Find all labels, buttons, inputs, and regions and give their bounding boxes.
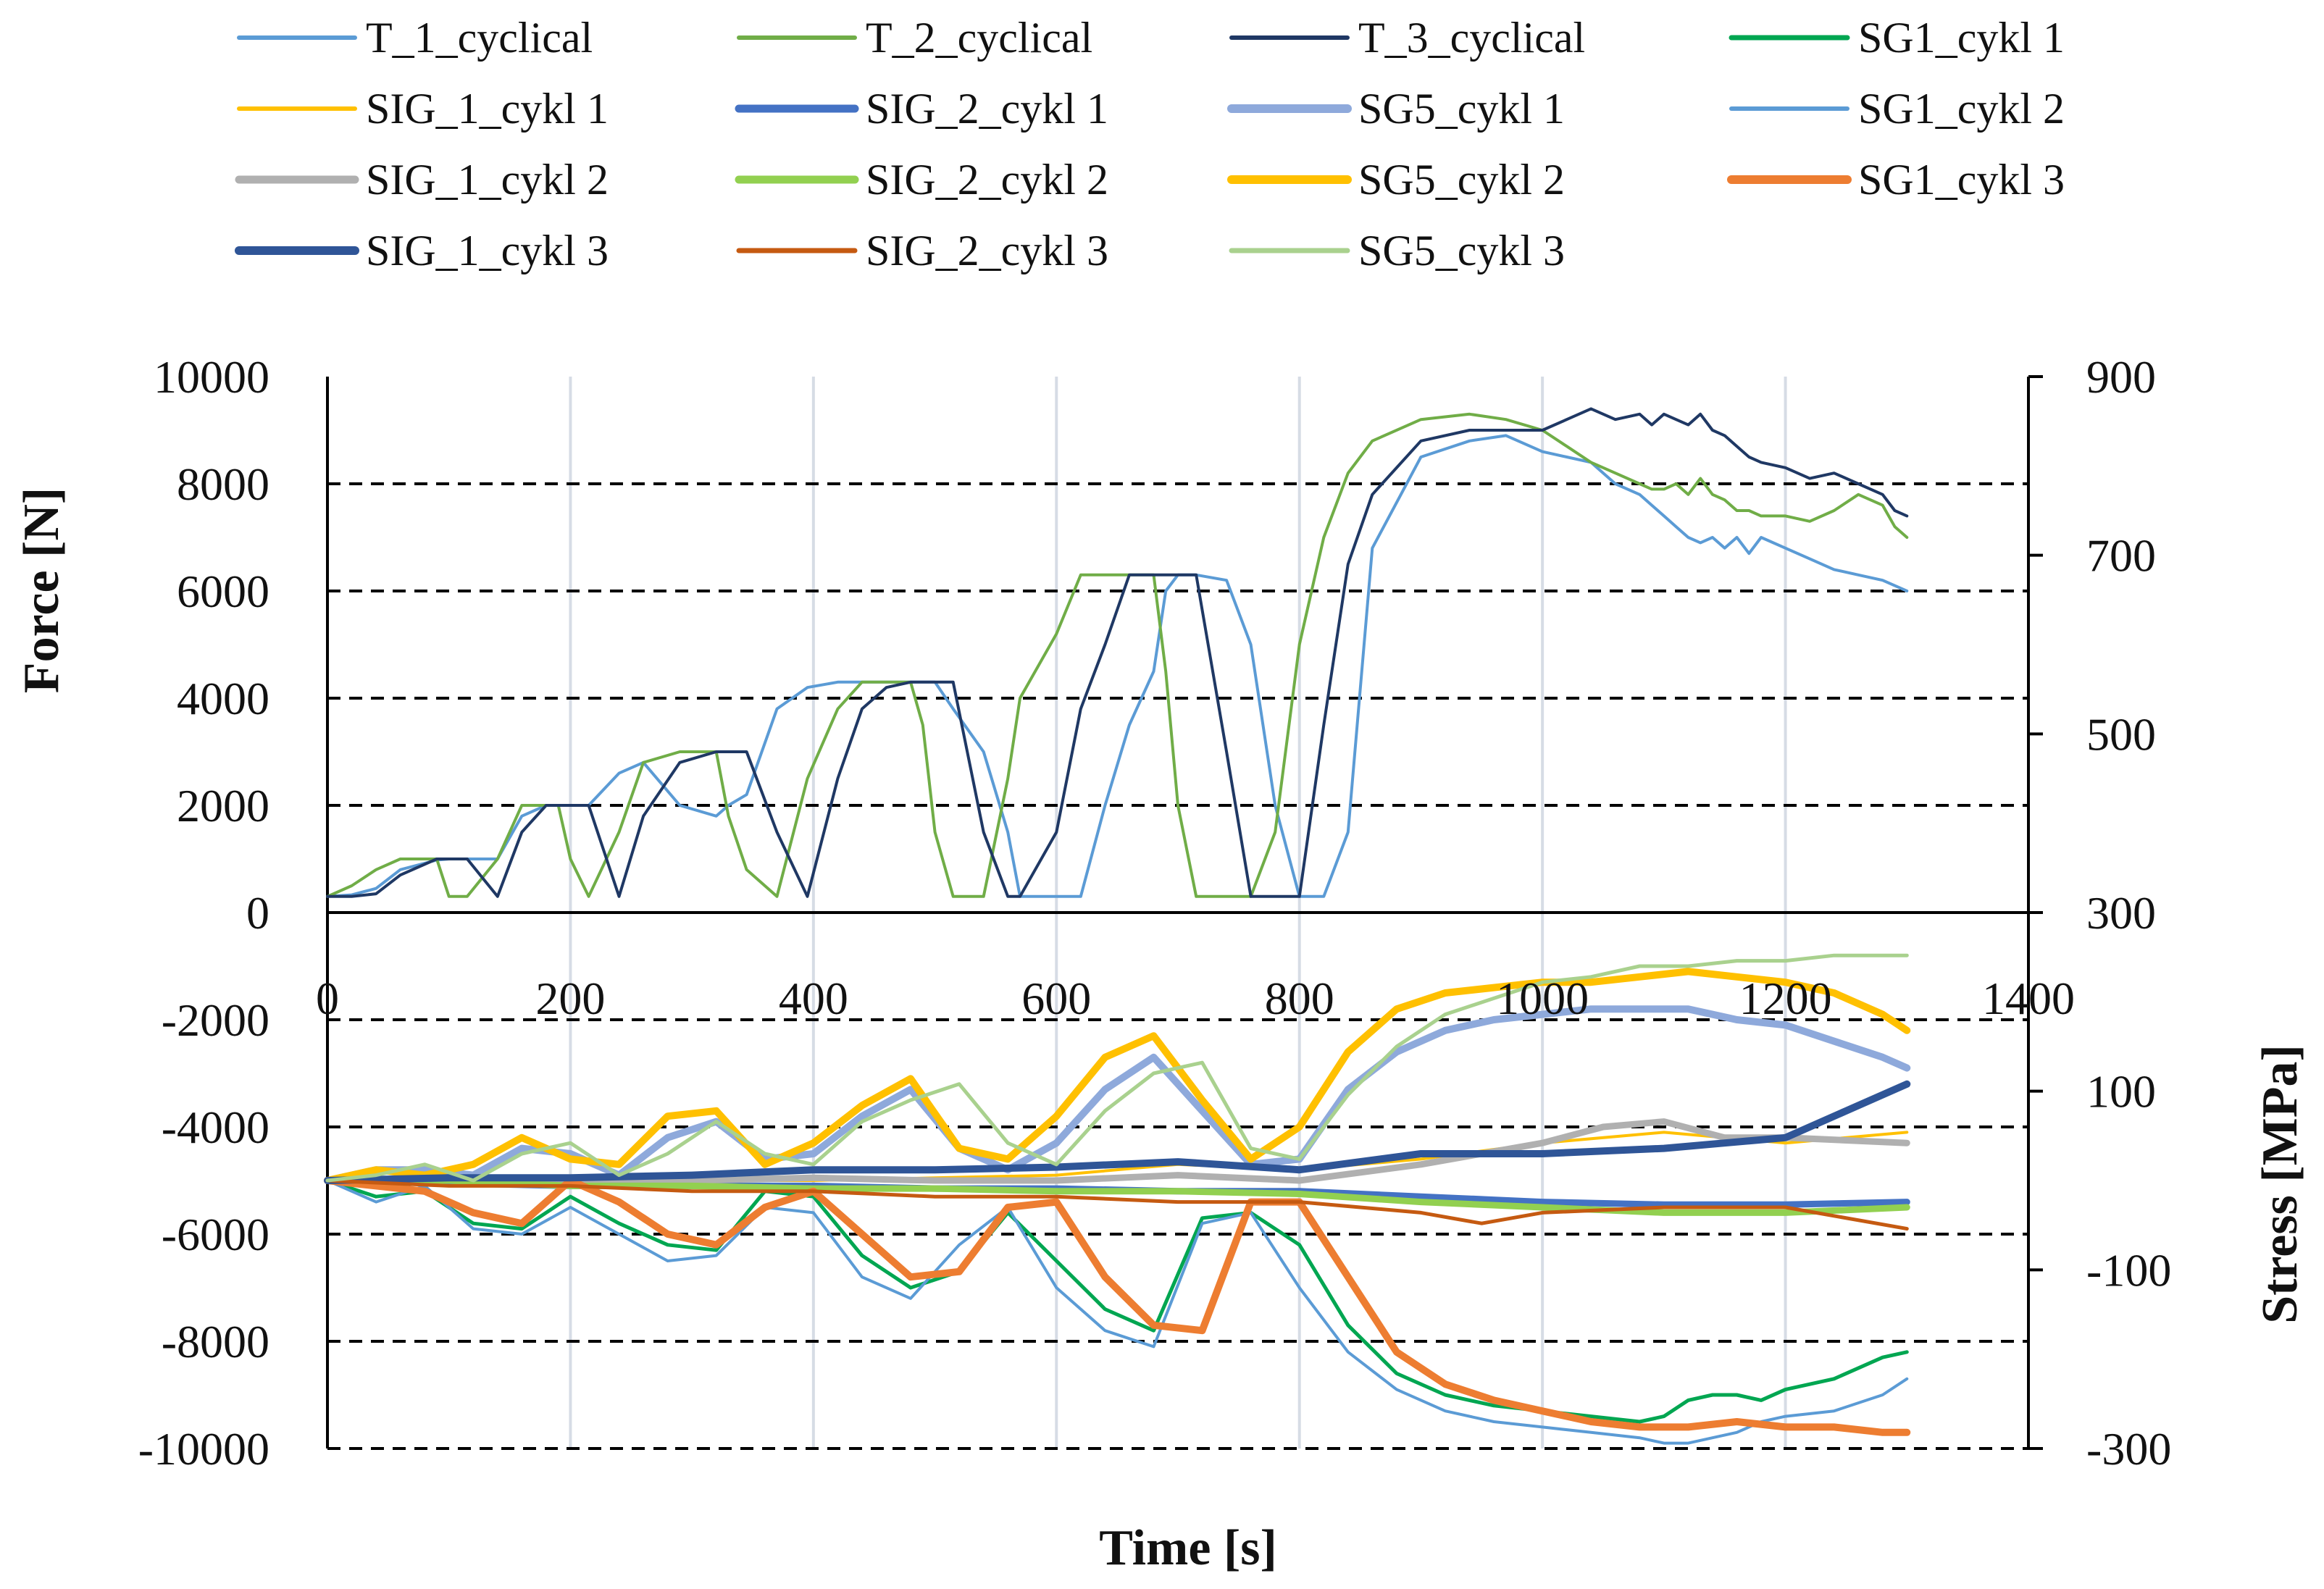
x-tick-label: 600 [1021, 973, 1091, 1024]
legend-entry: T_3_cyclical [1229, 14, 1585, 62]
x-tick-label: 1200 [1739, 973, 1832, 1024]
x-tick-label: 1400 [1982, 973, 2075, 1024]
series-line-sig-2-cykl-3 [325, 1178, 1909, 1231]
legend-label: SIG_1_cykl 1 [366, 85, 609, 133]
y-tick-label-right-lower: 100 [2086, 1066, 2156, 1118]
y-tick-label-left: -6000 [162, 1209, 269, 1260]
series-line-sg5-cykl-2 [324, 968, 1911, 1184]
y-tick-label-left: -2000 [162, 994, 269, 1046]
y-tick-label-left: 10000 [154, 351, 269, 403]
y-tick-label-right-upper: 300 [2086, 887, 2156, 939]
y-axis-title-right: Stress [MPa] [2252, 1044, 2308, 1324]
series-line-t-2-cyclical [326, 412, 1909, 898]
series-line-sg1-cykl-1 [325, 1178, 1909, 1424]
y-tick-label-left: 0 [246, 887, 269, 939]
legend-layer: T_1_cyclical T_2_cyclical T_3_cyclical SG1_… [235, 14, 2065, 274]
legend-entry: SIG_1_cykl 1 [237, 85, 609, 133]
series-line-sg1-cykl-2 [326, 1179, 1909, 1445]
tick-layer: -10000-8000-6000-4000-200002000400060008… [138, 351, 2172, 1475]
x-tick-label: 0 [316, 973, 339, 1024]
x-tick-label: 200 [535, 973, 605, 1024]
legend-label: SIG_1_cykl 2 [366, 156, 609, 204]
legend-entry: SIG_1_cykl 2 [235, 156, 609, 204]
legend-label: SG1_cykl 2 [1858, 85, 2065, 133]
series-line-sig-1-cykl-3 [324, 1080, 1911, 1184]
y-tick-label-left: 6000 [177, 566, 269, 617]
legend-entry: SG5_cykl 3 [1229, 227, 1565, 274]
y-tick-label-right-upper: 500 [2086, 708, 2156, 760]
legend-entry: SG1_cykl 1 [1729, 14, 2065, 62]
legend-label: SG1_cykl 3 [1858, 156, 2065, 204]
y-tick-label-right-lower: -100 [2086, 1244, 2171, 1296]
y-tick-label-right-upper: 700 [2086, 530, 2156, 582]
series-line-sig-1-cykl-2 [324, 1118, 1910, 1187]
legend-label: T_3_cyclical [1358, 14, 1585, 62]
x-tick-label: 400 [779, 973, 848, 1024]
y-tick-label-left: 8000 [177, 458, 269, 510]
legend-entry: T_2_cyclical [737, 14, 1092, 62]
legend-label: SG5_cykl 3 [1358, 227, 1565, 274]
legend-label: T_2_cyclical [866, 14, 1092, 62]
legend-entry: SG1_cykl 2 [1729, 85, 2065, 133]
axes-layer [326, 375, 2043, 1450]
series-line-sg1-cykl-3 [324, 1177, 1911, 1436]
series-layer [324, 407, 1911, 1445]
legend-entry: SIG_1_cykl 3 [235, 227, 609, 274]
legend-entry: SG5_cykl 1 [1227, 85, 1565, 133]
y-tick-label-right-upper: 900 [2086, 351, 2156, 403]
legend-label: SIG_2_cykl 2 [866, 156, 1108, 204]
y-tick-label-left: -10000 [138, 1423, 269, 1475]
y-tick-label-left: -8000 [162, 1316, 269, 1367]
legend-label: SG1_cykl 1 [1858, 14, 2065, 62]
legend-entry: T_1_cyclical [237, 14, 593, 62]
x-tick-label: 1000 [1496, 973, 1589, 1024]
series-line-t-3-cyclical [326, 407, 1909, 898]
legend-entry: SIG_2_cykl 3 [736, 227, 1108, 274]
legend-label: SIG_2_cykl 3 [866, 227, 1108, 274]
y-tick-label-right-lower: -300 [2086, 1423, 2171, 1475]
legend-entry: SIG_2_cykl 1 [735, 85, 1108, 133]
legend-entry: SG5_cykl 2 [1227, 156, 1565, 204]
x-tick-label: 800 [1265, 973, 1334, 1024]
legend-label: SG5_cykl 2 [1358, 156, 1565, 204]
y-tick-label-left: 4000 [177, 673, 269, 724]
x-axis-title: Time [s] [1099, 1520, 1277, 1576]
series-line-sg5-cykl-3 [325, 953, 1909, 1183]
legend-label: SIG_2_cykl 1 [866, 85, 1108, 133]
legend-entry: SIG_2_cykl 2 [735, 156, 1108, 204]
legend-entry: SG1_cykl 3 [1727, 156, 2065, 204]
legend-label: SG5_cykl 1 [1358, 85, 1565, 133]
legend-label: T_1_cyclical [366, 14, 593, 62]
y-tick-label-left: 2000 [177, 780, 269, 831]
y-axis-title-left: Force [N] [14, 487, 70, 693]
y-tick-label-left: -4000 [162, 1102, 269, 1153]
legend-label: SIG_1_cykl 3 [366, 227, 609, 274]
